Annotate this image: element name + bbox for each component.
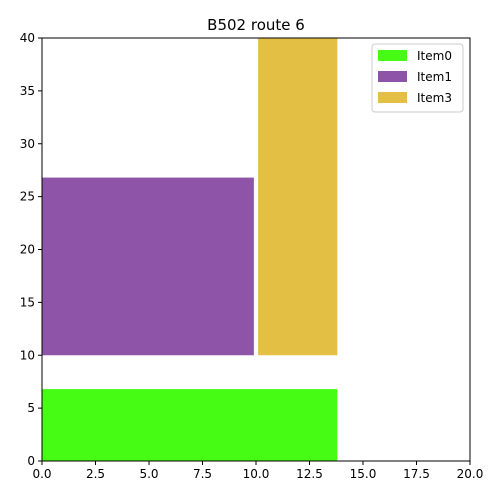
legend-label: Item3 bbox=[417, 91, 452, 105]
y-tick-label: 0 bbox=[27, 454, 35, 468]
x-tick-label: 7.5 bbox=[193, 467, 212, 481]
legend-label: Item0 bbox=[417, 49, 452, 63]
y-tick-label: 5 bbox=[27, 401, 35, 415]
y-tick-label: 10 bbox=[20, 348, 35, 362]
rect-item3 bbox=[258, 38, 338, 356]
y-tick-label: 25 bbox=[20, 190, 35, 204]
legend-swatch bbox=[378, 50, 407, 61]
legend-swatch bbox=[378, 71, 407, 82]
y-tick-label: 20 bbox=[20, 243, 35, 257]
y-tick-label: 15 bbox=[20, 295, 35, 309]
legend-swatch bbox=[378, 92, 407, 103]
x-tick-label: 10.0 bbox=[243, 467, 270, 481]
legend: Item0 Item1 Item3 bbox=[371, 43, 464, 113]
x-tick-label: 17.5 bbox=[403, 467, 430, 481]
x-tick-label: 0.0 bbox=[32, 467, 51, 481]
legend-label: Item1 bbox=[417, 70, 452, 84]
x-tick-label: 2.5 bbox=[86, 467, 105, 481]
rect-item1 bbox=[42, 177, 254, 356]
y-tick-label: 40 bbox=[20, 31, 35, 45]
y-tick-label: 35 bbox=[20, 84, 35, 98]
chart-title: B502 route 6 bbox=[207, 16, 305, 34]
rectangles-layer bbox=[42, 38, 338, 461]
x-tick-label: 5.0 bbox=[139, 467, 158, 481]
x-tick-label: 20.0 bbox=[457, 467, 484, 481]
rect-item0 bbox=[42, 389, 338, 461]
x-axis: 0.0 2.5 5.0 7.5 10.0 12.5 15.0 17.5 20.0 bbox=[32, 461, 483, 481]
x-tick-label: 15.0 bbox=[350, 467, 377, 481]
y-axis: 0 5 10 15 20 25 30 35 40 bbox=[20, 31, 42, 468]
x-tick-label: 12.5 bbox=[296, 467, 323, 481]
y-tick-label: 30 bbox=[20, 137, 35, 151]
